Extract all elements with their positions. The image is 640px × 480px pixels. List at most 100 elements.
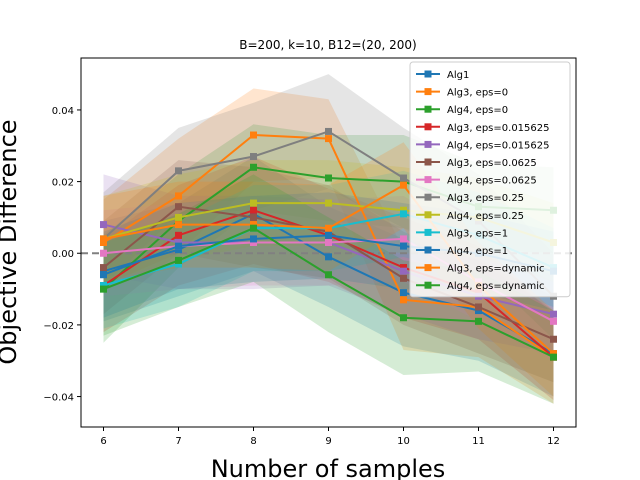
series-4-point-4 (400, 267, 407, 275)
series-0-point-1 (175, 246, 182, 254)
series-11-point-6 (550, 350, 557, 358)
x-tick-label-3: 9 (325, 436, 331, 447)
series-band-3 (103, 156, 554, 401)
legend-marker-0 (424, 70, 432, 78)
series-11-point-1 (175, 221, 182, 229)
series-10-point-0 (100, 271, 107, 279)
y-tick-label-1: −0.02 (43, 321, 74, 332)
series-4-point-0 (100, 221, 107, 229)
y-tick-label-0: −0.04 (43, 393, 74, 404)
series-12-point-4 (400, 314, 407, 322)
series-1-point-0 (100, 239, 107, 246)
series-6-point-6 (550, 317, 557, 325)
series-2-point-4 (400, 178, 407, 186)
series-1-point-4 (400, 296, 407, 304)
series-8-point-4 (400, 206, 407, 214)
legend-marker-12 (424, 281, 432, 289)
series-3-point-1 (175, 231, 182, 239)
legend-marker-2 (424, 105, 432, 113)
series-band-5 (103, 160, 554, 383)
legend-label-2: Alg4, eps=0 (447, 105, 508, 116)
x-axis: 6 7 8 9 10 11 12 (100, 427, 560, 447)
y-tick-label-2: 0.00 (52, 249, 74, 260)
legend-label-12: Alg4, eps=dynamic (447, 281, 545, 292)
series-9-point-0 (100, 281, 107, 289)
y-axis-label: Objective Difference (0, 119, 22, 364)
legend-label-5: Alg3, eps=0.0625 (447, 158, 537, 169)
series-5-point-0 (100, 264, 107, 272)
series-1-point-1 (175, 192, 182, 200)
series-0-point-2 (250, 210, 257, 218)
series-6-point-2 (250, 239, 257, 246)
legend-label-8: Alg4, eps=0.25 (447, 211, 524, 222)
series-2-point-1 (175, 217, 182, 225)
series-10-point-2 (250, 235, 257, 243)
legend-label-9: Alg3, eps=1 (447, 228, 508, 239)
legend-marker-5 (424, 158, 432, 166)
legend-label-7: Alg3, eps=0.25 (447, 193, 524, 204)
series-band-7 (103, 74, 554, 340)
series-9-point-4 (400, 210, 407, 218)
series-1-point-2 (250, 131, 257, 139)
series-10-point-3 (325, 231, 332, 239)
series-7-point-3 (325, 127, 332, 135)
series-10-point-1 (175, 242, 182, 250)
legend-marker-9 (424, 228, 432, 236)
legend-marker-7 (424, 193, 432, 201)
x-tick-label-0: 6 (100, 436, 106, 447)
series-4-point-6 (550, 310, 557, 318)
series-6-point-4 (400, 235, 407, 243)
series-12-point-3 (325, 271, 332, 279)
series-5-point-4 (400, 274, 407, 282)
series-0-point-3 (325, 253, 332, 261)
legend-label-0: Alg1 (447, 70, 469, 81)
legend-marker-10 (424, 246, 432, 254)
legend-label-6: Alg4, eps=0.0625 (447, 176, 537, 187)
series-5-point-2 (250, 213, 257, 221)
series-band-4 (103, 174, 554, 354)
legend: Alg1 Alg3, eps=0 Alg4, eps=0 Alg3, eps=0.01… (409, 61, 571, 298)
series-10-point-4 (400, 242, 407, 250)
x-axis-label: Number of samples (211, 455, 446, 480)
series-5-point-5 (475, 303, 482, 311)
series-5-point-6 (550, 335, 557, 343)
legend-label-3: Alg3, eps=0.015625 (447, 123, 550, 134)
series-3-point-2 (250, 206, 257, 214)
legend-marker-3 (424, 123, 432, 131)
y-tick-label-3: 0.02 (52, 178, 74, 189)
series-11-point-3 (325, 224, 332, 232)
legend-box (409, 61, 571, 298)
y-axis: −0.04 −0.02 0.00 0.02 0.04 (43, 106, 81, 404)
legend-label-10: Alg4, eps=1 (447, 246, 508, 257)
legend-marker-8 (424, 211, 432, 219)
x-tick-label-5: 11 (472, 436, 485, 447)
series-12-point-6 (550, 353, 557, 361)
series-0-point-0 (100, 267, 107, 275)
legend-marker-4 (424, 140, 432, 148)
series-11-point-4 (400, 181, 407, 189)
series-3-point-4 (400, 264, 407, 272)
series-4-point-1 (175, 239, 182, 246)
series-12-point-1 (175, 256, 182, 264)
legend-marker-1 (424, 88, 432, 96)
series-8-point-1 (175, 213, 182, 221)
chart-title: B=200, k=10, B12=(20, 200) (239, 38, 416, 52)
series-9-point-1 (175, 260, 182, 268)
series-2-point-2 (250, 163, 257, 171)
legend-marker-6 (424, 176, 432, 184)
series-7-point-1 (175, 167, 182, 175)
x-tick-label-1: 7 (175, 436, 181, 447)
x-tick-label-2: 8 (250, 436, 256, 447)
series-7-point-4 (400, 174, 407, 182)
legend-label-11: Alg3, eps=dynamic (447, 264, 545, 275)
series-12-point-5 (475, 317, 482, 325)
legend-label-4: Alg4, eps=0.015625 (447, 140, 550, 151)
series-5-point-3 (325, 228, 332, 236)
series-6-point-0 (100, 249, 107, 257)
series-2-point-3 (325, 174, 332, 182)
series-8-point-3 (325, 199, 332, 207)
series-0-point-5 (475, 307, 482, 315)
series-6-point-3 (325, 239, 332, 246)
series-12-point-0 (100, 285, 107, 293)
